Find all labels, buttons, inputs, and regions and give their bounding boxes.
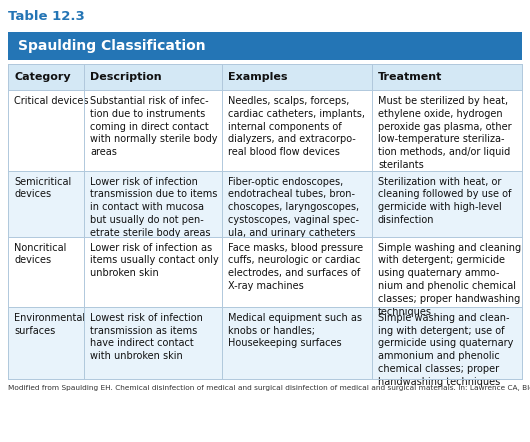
Text: Table 12.3: Table 12.3: [8, 10, 85, 23]
Text: Lower risk of infection as
items usually contact only
unbroken skin: Lower risk of infection as items usually…: [90, 243, 219, 278]
Text: Fiber-optic endoscopes,
endotracheal tubes, bron-
choscopes, laryngoscopes,
cyst: Fiber-optic endoscopes, endotracheal tub…: [228, 176, 359, 238]
Text: Category: Category: [14, 72, 70, 82]
Bar: [8, 64, 522, 90]
Text: Simple washing and cleaning
with detergent; germicide
using quaternary ammo-
niu: Simple washing and cleaning with deterge…: [378, 243, 521, 316]
Text: Lowest risk of infection
transmission as items
have indirect contact
with unbrok: Lowest risk of infection transmission as…: [90, 313, 203, 361]
Text: Substantial risk of infec-
tion due to instruments
coming in direct contact
with: Substantial risk of infec- tion due to i…: [90, 96, 218, 157]
Text: Environmental
surfaces: Environmental surfaces: [14, 313, 85, 335]
Text: Modified from Spaulding EH. Chemical disinfection of medical and surgical disinf: Modified from Spaulding EH. Chemical dis…: [8, 385, 530, 391]
Text: Sterilization with heat, or
cleaning followed by use of
germicide with high-leve: Sterilization with heat, or cleaning fol…: [378, 176, 511, 225]
Text: Needles, scalps, forceps,
cardiac catheters, implants,
internal components of
di: Needles, scalps, forceps, cardiac cathet…: [228, 96, 365, 157]
Text: Semicritical
devices: Semicritical devices: [14, 176, 71, 199]
Bar: [8, 90, 522, 171]
Bar: [8, 236, 522, 307]
Text: Treatment: Treatment: [378, 72, 443, 82]
Text: Medical equipment such as
knobs or handles;
Housekeeping surfaces: Medical equipment such as knobs or handl…: [228, 313, 362, 348]
Bar: [8, 171, 522, 236]
Bar: [8, 307, 522, 379]
Bar: [8, 32, 522, 60]
Text: Critical devices: Critical devices: [14, 96, 89, 106]
Text: Lower risk of infection
transmission due to items
in contact with mucosa
but usu: Lower risk of infection transmission due…: [90, 176, 217, 238]
Text: Simple washing and clean-
ing with detergent; use of
germicide using quaternary
: Simple washing and clean- ing with deter…: [378, 313, 513, 387]
Text: Noncritical
devices: Noncritical devices: [14, 243, 66, 265]
Text: Description: Description: [90, 72, 162, 82]
Text: Spaulding Classification: Spaulding Classification: [18, 39, 206, 53]
Text: Examples: Examples: [228, 72, 287, 82]
Text: Must be sterilized by heat,
ethylene oxide, hydrogen
peroxide gas plasma, other
: Must be sterilized by heat, ethylene oxi…: [378, 96, 511, 170]
Text: Face masks, blood pressure
cuffs, neurologic or cardiac
electrodes, and surfaces: Face masks, blood pressure cuffs, neurol…: [228, 243, 363, 291]
